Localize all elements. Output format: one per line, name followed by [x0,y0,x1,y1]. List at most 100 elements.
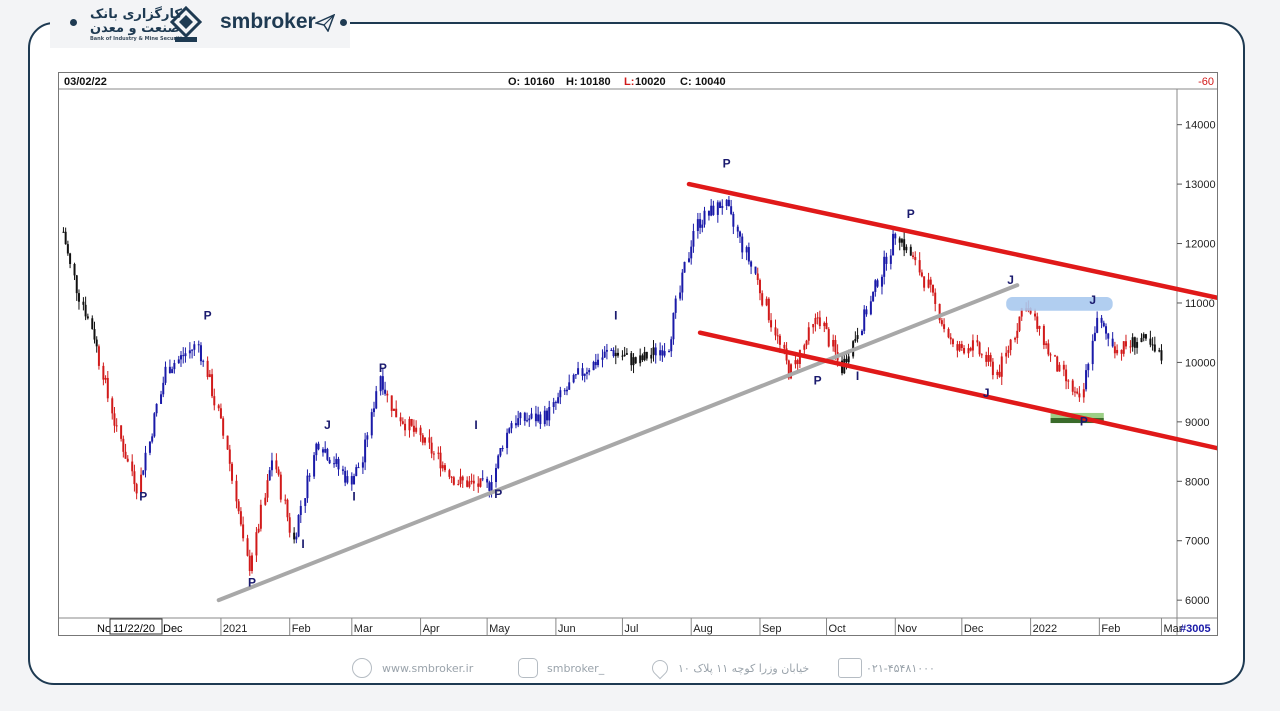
candle-body [861,330,864,336]
candle-body [641,355,644,361]
candle-body [1093,332,1096,341]
candle-body [180,355,183,360]
cursor-date: 11/22/20 [113,623,155,635]
pattern-label: J [1089,293,1096,307]
candle-body [297,514,300,537]
globe-icon [352,658,372,678]
candle-body [106,377,109,399]
candle-body [335,458,338,464]
candle-body [457,483,460,485]
candle-body [597,359,600,366]
candle-body [552,402,555,407]
candle-body [122,438,125,452]
candle-body [790,364,793,379]
candle-body [82,301,85,305]
candle-body [361,462,364,468]
candle-body [459,476,462,484]
candle-body [854,338,857,342]
candle-body [874,280,877,292]
candle-body [883,256,886,277]
candle-body [151,436,154,442]
candle-body [401,421,404,424]
candle-body [630,353,633,366]
candle-body [115,425,118,427]
brand-name: smbroker [220,10,316,33]
pattern-label: P [204,309,212,323]
candle-body [326,449,329,460]
candle-body [681,272,684,293]
candle-body [976,340,979,343]
candle-body [1036,316,1039,329]
candle-body [321,449,324,453]
candle-body [592,361,595,371]
footer-instagram[interactable]: smbroker_ [547,662,605,675]
candle-body [565,389,568,392]
candle-body [559,390,562,398]
candle-body [499,448,502,456]
candle-body [645,351,648,359]
candle-body [632,357,635,366]
channel-lower-line [697,330,1235,454]
candle-body [111,398,114,414]
candle-body [384,389,387,394]
candle-body [160,394,163,404]
candle-body [202,360,205,362]
candle-body [488,482,491,491]
candle-body [337,458,340,470]
candle-body [268,470,271,481]
candle-body [947,328,950,338]
candle-body [364,439,367,463]
candle-body [1111,338,1114,347]
candle-body [461,476,464,481]
candle-body [353,476,356,485]
candle-body [951,339,954,345]
candle-body [257,528,260,533]
candle-body [213,396,216,406]
location-icon [648,656,672,680]
candle-body [554,402,557,404]
candle-body [237,501,240,512]
pattern-label: P [379,361,387,375]
x-tick-label: Apr [423,623,440,635]
candle-body [295,536,298,540]
candle-body [670,339,673,352]
candle-body [1042,325,1045,346]
candle-body [184,353,187,357]
x-axis: No 11/22/20 Dec #3005 2021 Feb Mar Apr May Ju… [97,618,1211,635]
candle-body [546,410,549,421]
candle-body [880,276,883,287]
candle-body [841,360,844,374]
x-tick-label: Nov [897,623,917,635]
candle-body [226,435,229,450]
candle-body [1107,333,1110,339]
candle-body [625,353,628,355]
candle-body [211,374,214,397]
candle-body [317,443,320,450]
x-tick-label: Jul [624,623,638,635]
pattern-label: P [814,373,822,387]
candle-body [104,377,107,380]
y-tick-label: 7000 [1185,536,1209,548]
x-tick-label: Aug [693,623,713,635]
candle-body [1038,325,1041,329]
candle-body [1144,334,1147,339]
company-logo-icon [170,6,202,42]
candle-body [1049,354,1052,356]
resistance-zone [1006,297,1113,311]
company-logo-text: کارگزاری بانک صنعت و معدن Bank of Indust… [90,8,188,43]
candle-body [663,351,666,356]
candle-body [978,342,981,355]
candle-body [199,345,202,362]
candle-body [707,210,710,216]
candle-body [144,452,147,471]
footer-website[interactable]: www.smbroker.ir [382,662,474,675]
candle-body [898,238,901,243]
candle-body [1020,308,1023,317]
pattern-label: P [1080,414,1088,428]
candle-body [818,317,821,327]
candle-body [934,292,937,304]
candle-body [69,253,72,264]
candle-body [1085,370,1088,390]
candle-body [563,390,566,392]
candle-body [894,233,897,239]
